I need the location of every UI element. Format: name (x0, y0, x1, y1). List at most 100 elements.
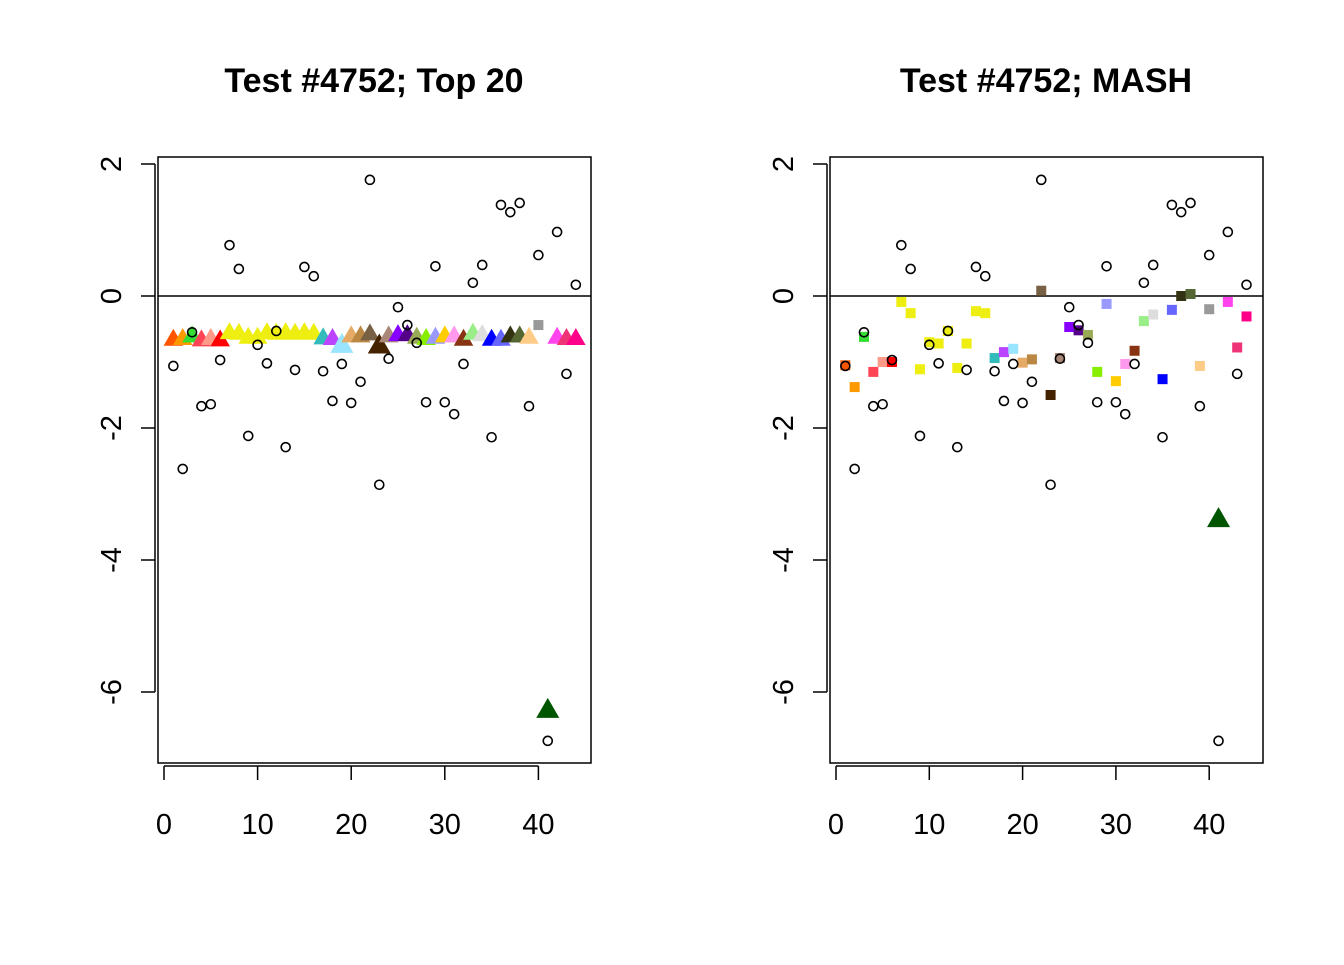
estimate-square-marker (1166, 304, 1177, 315)
observed-point (886, 354, 898, 366)
estimate-triangle-marker (453, 328, 474, 346)
estimate-square-marker (877, 357, 888, 367)
x-tick-label: 0 (156, 809, 172, 841)
estimate-square-marker (942, 325, 953, 336)
estimate-square-marker (533, 320, 544, 331)
estimate-triangle-marker (210, 329, 230, 347)
estimate-square-marker (924, 337, 935, 348)
estimate-square-marker (1222, 296, 1233, 307)
x-tick-label: 40 (1193, 809, 1225, 841)
observed-point (858, 326, 870, 338)
observed-point (392, 301, 404, 313)
estimate-square-marker (998, 347, 1009, 358)
y-tick-label: 0 (768, 288, 800, 304)
observed-point (1054, 353, 1066, 365)
observed-point (495, 199, 507, 211)
x-tick-label: 10 (241, 809, 273, 841)
observed-point (224, 239, 235, 251)
observed-point (196, 400, 207, 412)
estimate-square-marker (868, 366, 879, 377)
estimate-triangle-marker (360, 323, 380, 341)
x-tick-label: 20 (1006, 809, 1038, 841)
estimate-square-marker (1110, 376, 1121, 387)
estimate-triangle-marker (367, 333, 391, 354)
observed-point (1082, 337, 1094, 349)
observed-point (373, 479, 385, 491)
estimate-square-marker (1036, 285, 1047, 296)
observed-point (476, 259, 488, 271)
observed-point (533, 249, 544, 261)
estimate-square-marker (1185, 289, 1196, 300)
estimate-square-marker (1101, 298, 1112, 309)
estimate-square-marker (1120, 358, 1131, 369)
observed-point (505, 206, 516, 218)
observed-point (364, 174, 376, 186)
estimate-square-marker (970, 306, 981, 317)
observed-point (1110, 396, 1122, 408)
observed-point (177, 463, 189, 475)
observed-point (1007, 358, 1019, 370)
observed-point (1119, 408, 1131, 420)
y-tick-label: 0 (96, 288, 128, 304)
estimate-square-marker (905, 308, 916, 319)
observed-point (336, 358, 348, 370)
observed-point (1147, 259, 1159, 271)
estimate-square-marker (952, 362, 963, 373)
observed-point (1026, 376, 1038, 388)
observed-point (849, 463, 860, 475)
observed-point (261, 358, 273, 369)
observed-point (1101, 260, 1112, 272)
observed-point (840, 360, 851, 372)
x-tick-label: 20 (335, 809, 367, 841)
observed-point (923, 339, 935, 351)
observed-point (242, 430, 254, 442)
observed-point (979, 270, 991, 282)
observed-point (280, 441, 291, 453)
observed-point (289, 364, 301, 376)
estimate-square-marker (1045, 390, 1056, 400)
observed-point (961, 364, 972, 376)
observed-point (1194, 400, 1206, 412)
observed-point (1175, 206, 1187, 218)
observed-point (523, 400, 535, 412)
observed-point (1138, 277, 1150, 289)
observed-point (205, 398, 217, 410)
observed-point (271, 325, 282, 337)
estimate-square-marker (1194, 360, 1205, 371)
estimate-square-marker (1138, 316, 1149, 327)
observed-point (252, 339, 263, 351)
x-tick-label: 30 (1100, 809, 1132, 841)
y-tick-label: 2 (768, 156, 800, 172)
observed-point (970, 261, 982, 273)
estimate-square-marker (1176, 291, 1187, 301)
estimate-triangle-marker (566, 328, 586, 346)
observed-point (186, 326, 198, 338)
observed-point (430, 260, 441, 272)
observed-point (402, 319, 413, 331)
observed-point (1241, 279, 1252, 291)
estimate-square-marker (1204, 304, 1215, 315)
y-tick-label: 2 (96, 156, 128, 172)
observed-point (458, 358, 469, 370)
observed-point (514, 197, 525, 209)
observed-point (1129, 358, 1140, 370)
observed-point (570, 279, 582, 291)
observed-point (420, 396, 432, 408)
x-tick-label: 40 (522, 809, 554, 841)
observed-point (1185, 197, 1196, 209)
observed-point (486, 431, 497, 443)
observed-point (467, 277, 479, 289)
y-tick-label: -4 (768, 547, 800, 573)
estimate-square-marker (980, 308, 991, 319)
observed-point (1017, 397, 1028, 409)
observed-point (933, 358, 944, 369)
observed-point (1091, 396, 1103, 408)
estimate-square-marker (1241, 311, 1252, 322)
estimate-square-marker (1008, 343, 1019, 354)
observed-point (411, 337, 423, 349)
x-tick-label: 10 (913, 809, 945, 841)
observed-point (355, 376, 366, 388)
observed-point (1213, 735, 1224, 747)
estimate-square-marker (933, 338, 944, 349)
